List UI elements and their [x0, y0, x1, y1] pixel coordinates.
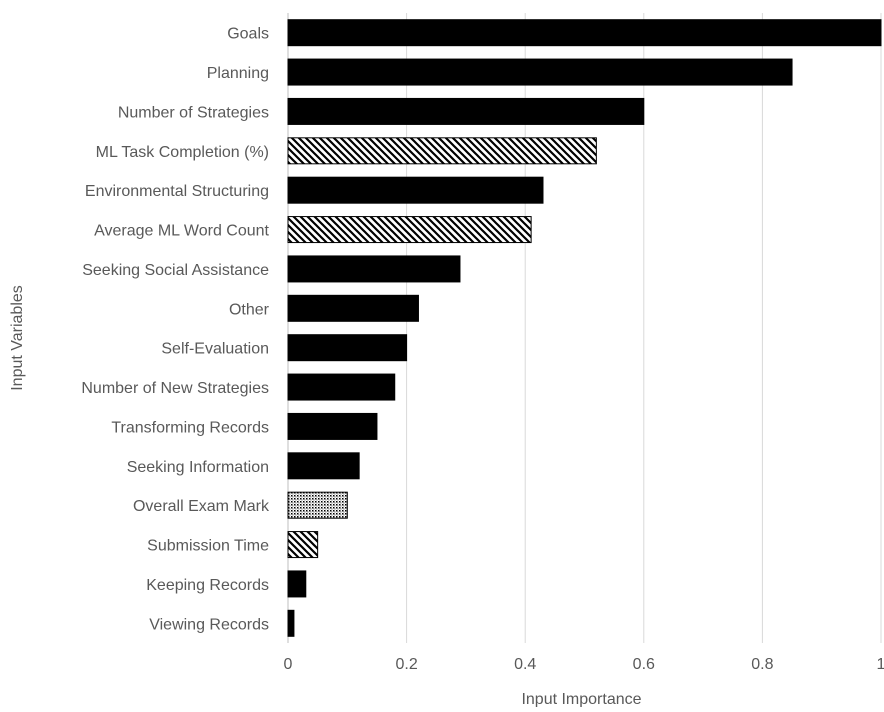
bar [287, 294, 419, 322]
category-label: Viewing Records [149, 616, 269, 633]
category-label: Seeking Social Assistance [82, 262, 269, 279]
category-label: ML Task Completion (%) [96, 144, 269, 161]
x-tick-label: 0.2 [395, 656, 417, 673]
bar [287, 97, 645, 125]
category-labels: Goals Planning Number of Strategies ML Task… [81, 26, 270, 634]
category-label: Planning [207, 65, 269, 82]
category-label: Seeking Information [127, 459, 269, 476]
bar [287, 491, 348, 519]
bar [287, 334, 408, 362]
bar [287, 19, 882, 47]
bar [287, 137, 597, 165]
y-axis-title: Input Variables [9, 285, 26, 391]
x-tick-label: 0 [284, 656, 293, 673]
category-label: Submission Time [147, 538, 269, 555]
category-label: Number of Strategies [118, 104, 269, 121]
bar [287, 531, 319, 559]
bar [287, 373, 396, 401]
bar [287, 412, 378, 440]
category-label: Keeping Records [146, 577, 269, 594]
x-tick-label: 0.4 [514, 656, 536, 673]
x-tick-label: 0.8 [751, 656, 773, 673]
bar [287, 570, 307, 598]
category-label: Other [229, 301, 270, 318]
x-axis-title: Input Importance [521, 691, 641, 707]
bar [287, 609, 295, 637]
category-label: Goals [227, 26, 269, 43]
category-label: Self-Evaluation [161, 341, 269, 358]
bars [287, 19, 882, 637]
category-label: Average ML Word Count [94, 223, 269, 240]
category-label: Number of New Strategies [81, 380, 269, 397]
x-tick-label: 1 [877, 656, 884, 673]
bar [287, 176, 544, 204]
x-tick-label: 0.6 [633, 656, 655, 673]
category-label: Transforming Records [111, 419, 269, 436]
x-tick-labels: 0 0.2 0.4 0.6 0.8 1 [284, 656, 884, 673]
category-label: Environmental Structuring [85, 183, 269, 200]
category-label: Overall Exam Mark [133, 498, 270, 515]
bar [287, 58, 793, 86]
bar [287, 216, 532, 244]
bar [287, 452, 360, 480]
bar [287, 255, 461, 283]
